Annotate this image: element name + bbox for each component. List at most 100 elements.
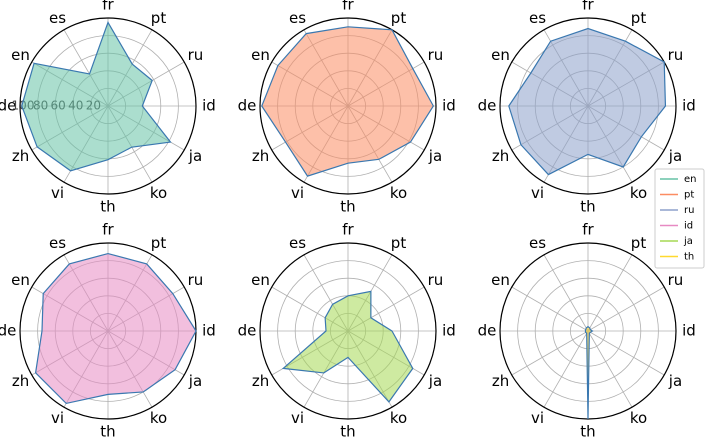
- category-label: en: [491, 46, 510, 64]
- spoke: [587, 254, 633, 332]
- category-label: de: [0, 322, 16, 340]
- radar-area: [261, 26, 435, 177]
- category-label: de: [478, 322, 497, 340]
- radar-subplot: id ru pt fr es en de zh vi th ko ja: [478, 221, 696, 438]
- legend-label: en: [684, 174, 697, 185]
- category-label: es: [289, 234, 306, 252]
- legend-label: ru: [684, 205, 694, 216]
- radar-area: [21, 20, 172, 172]
- radar-subplot: id ru pt fr es en de zh vi th ko ja: [238, 0, 456, 216]
- category-label: fr: [582, 0, 594, 14]
- category-label: es: [49, 9, 66, 27]
- category-label: ru: [428, 46, 444, 64]
- category-label: id: [202, 322, 216, 340]
- spoke: [543, 254, 589, 332]
- category-label: ko: [630, 409, 647, 427]
- radar-subplot: idruptfresendezhvithkoja20406080100: [0, 0, 216, 216]
- category-label: en: [251, 271, 270, 289]
- category-label: th: [340, 198, 355, 216]
- category-label: zh: [252, 372, 269, 390]
- category-label: pt: [151, 234, 167, 252]
- category-label: pt: [391, 9, 407, 27]
- radar-subplot: id ru pt fr es en de zh vi th ko ja: [0, 221, 216, 438]
- category-label: ru: [188, 271, 204, 289]
- category-label: es: [529, 9, 546, 27]
- category-label: th: [100, 423, 115, 438]
- spoke: [543, 330, 589, 408]
- category-label: de: [238, 97, 257, 115]
- category-label: pt: [631, 9, 647, 27]
- category-label: ja: [428, 372, 442, 390]
- category-label: vi: [51, 409, 64, 427]
- category-label: th: [340, 423, 355, 438]
- outer-frame: [259, 17, 437, 195]
- category-label: ko: [630, 184, 647, 202]
- category-label: id: [442, 322, 456, 340]
- category-label: id: [682, 322, 696, 340]
- category-label: ru: [428, 271, 444, 289]
- category-label: ru: [668, 46, 684, 64]
- category-label: ja: [668, 372, 682, 390]
- category-label: es: [289, 9, 306, 27]
- category-label: th: [100, 198, 115, 216]
- category-label: es: [529, 234, 546, 252]
- category-label: fr: [102, 221, 114, 239]
- radar-area: [584, 325, 594, 420]
- legend-label: pt: [684, 190, 694, 201]
- category-label: zh: [252, 147, 269, 165]
- category-label: vi: [291, 409, 304, 427]
- category-label: zh: [492, 147, 509, 165]
- category-label: vi: [531, 409, 544, 427]
- category-label: ru: [188, 46, 204, 64]
- category-label: fr: [102, 0, 114, 14]
- outer-frame: [499, 17, 677, 195]
- category-label: de: [238, 322, 257, 340]
- category-label: ja: [188, 372, 202, 390]
- legend-label: ja: [683, 236, 693, 247]
- spoke: [587, 330, 665, 376]
- spoke: [587, 330, 633, 408]
- legend-frame: [654, 168, 705, 269]
- category-label: en: [11, 271, 30, 289]
- category-label: id: [442, 97, 456, 115]
- category-label: fr: [342, 221, 354, 239]
- category-label: zh: [492, 372, 509, 390]
- category-label: ko: [390, 184, 407, 202]
- category-label: de: [478, 97, 497, 115]
- category-label: vi: [51, 184, 64, 202]
- category-label: en: [251, 46, 270, 64]
- radar-area: [508, 27, 667, 176]
- radar-area: [281, 290, 414, 403]
- category-label: ko: [390, 409, 407, 427]
- category-label: pt: [391, 234, 407, 252]
- category-label: en: [11, 46, 30, 64]
- spoke: [587, 286, 665, 332]
- category-label: ja: [428, 147, 442, 165]
- category-label: zh: [12, 147, 29, 165]
- category-label: ko: [150, 184, 167, 202]
- spoke: [511, 286, 589, 332]
- category-label: th: [580, 198, 595, 216]
- category-label: ja: [188, 147, 202, 165]
- category-label: fr: [582, 221, 594, 239]
- category-label: es: [49, 234, 66, 252]
- category-label: pt: [151, 9, 167, 27]
- category-label: vi: [291, 184, 304, 202]
- outer-frame: [259, 242, 437, 420]
- category-label: id: [682, 97, 696, 115]
- category-label: de: [0, 97, 16, 115]
- outer-frame: [19, 17, 197, 195]
- category-label: th: [580, 423, 595, 438]
- category-label: vi: [531, 184, 544, 202]
- category-label: id: [202, 97, 216, 115]
- category-label: zh: [12, 372, 29, 390]
- category-label: ru: [668, 271, 684, 289]
- radar-subplot: id ru pt fr es en de zh vi th ko ja: [238, 221, 456, 438]
- category-label: fr: [342, 0, 354, 14]
- spoke: [511, 330, 589, 376]
- category-label: pt: [631, 234, 647, 252]
- legend-label: th: [684, 252, 694, 263]
- category-label: ja: [668, 147, 682, 165]
- legend-label: id: [684, 221, 693, 232]
